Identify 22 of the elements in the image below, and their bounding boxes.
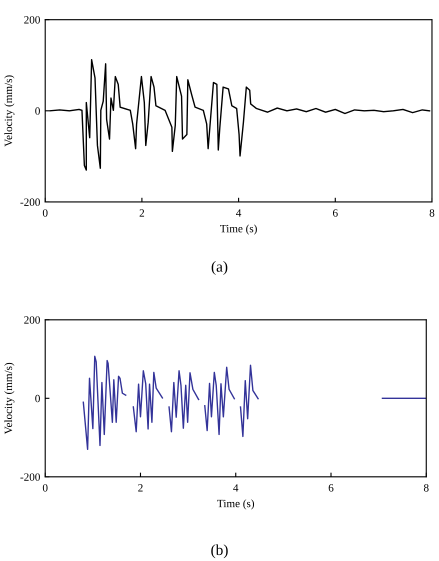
y-axis-title: Velocity (mm/s) bbox=[4, 362, 14, 434]
x-tick-label: 0 bbox=[42, 209, 48, 217]
text: (b) bbox=[211, 544, 228, 558]
x-tick-label: 8 bbox=[430, 209, 434, 217]
x-tick-label: 2 bbox=[140, 209, 144, 217]
x-axis-title: Time (s) bbox=[217, 499, 254, 510]
x-tick-label: 6 bbox=[328, 484, 334, 492]
x-tick-label: 6 bbox=[332, 209, 338, 217]
x-tick-label: 2 bbox=[138, 484, 143, 492]
x-tick-label: 8 bbox=[424, 484, 429, 492]
x-axis-title: Time (s) bbox=[220, 224, 257, 235]
y-tick-label: -200 bbox=[20, 473, 40, 481]
y-tick-label: 200 bbox=[24, 316, 40, 324]
y-tick-label: 200 bbox=[24, 16, 40, 24]
x-tick-label: 0 bbox=[42, 484, 48, 492]
x-tick-label: 4 bbox=[233, 484, 238, 492]
y-axis-title: Velocity (mm/s) bbox=[4, 75, 14, 147]
text: (a) bbox=[212, 261, 228, 275]
y-tick-label: 0 bbox=[35, 107, 40, 115]
y-tick-label: -200 bbox=[20, 198, 40, 206]
x-tick-label: 4 bbox=[236, 209, 242, 217]
y-tick-label: 0 bbox=[35, 394, 40, 402]
